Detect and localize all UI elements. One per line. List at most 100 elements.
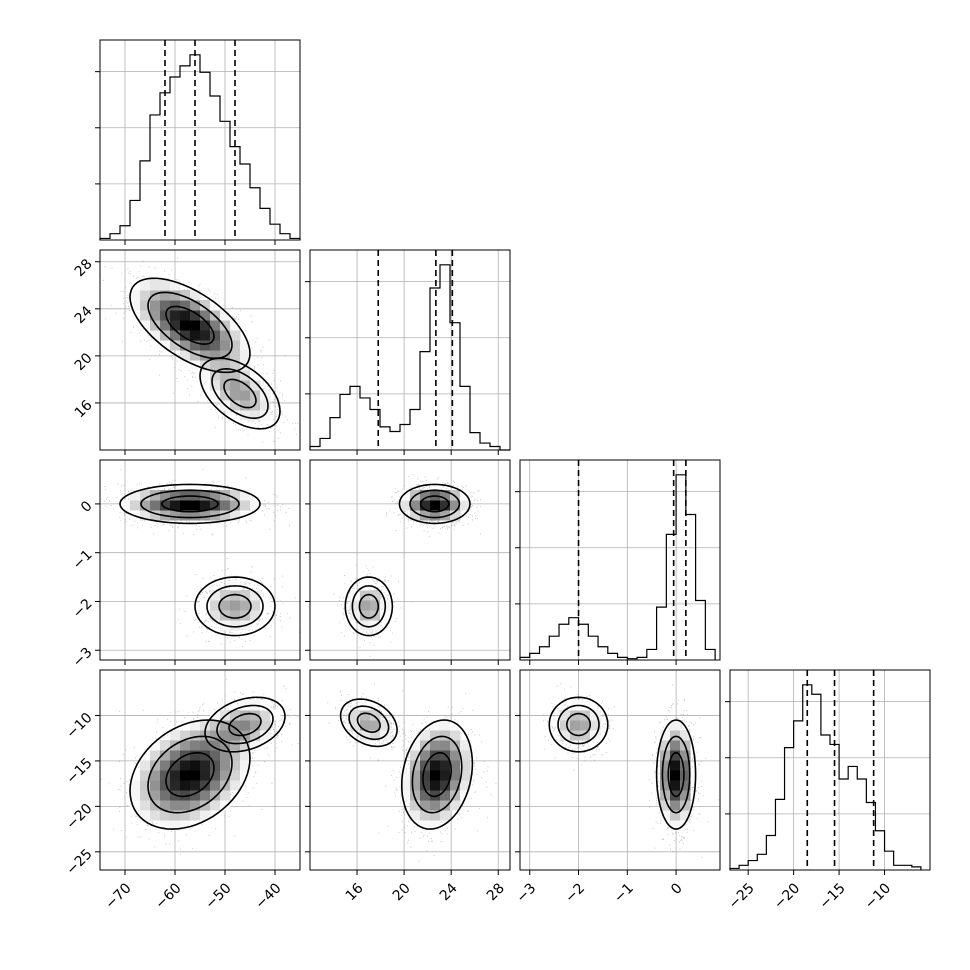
contour-line bbox=[351, 585, 387, 628]
joint-panel-2-3 bbox=[515, 669, 721, 875]
density-cell bbox=[220, 500, 231, 511]
histogram-step bbox=[99, 54, 301, 240]
density-cell bbox=[150, 280, 161, 291]
density-cell bbox=[180, 300, 191, 311]
density-cell bbox=[590, 720, 601, 731]
y-tick-label: 28 bbox=[72, 256, 96, 280]
density-cell bbox=[190, 800, 201, 811]
density-cell bbox=[210, 710, 221, 721]
density-cell bbox=[200, 310, 211, 321]
contour-line bbox=[339, 698, 398, 748]
density-cell bbox=[460, 500, 471, 511]
contour-line bbox=[400, 719, 474, 830]
density-cell bbox=[230, 490, 241, 501]
density-cell bbox=[680, 790, 691, 801]
density-cell bbox=[150, 790, 161, 801]
histogram-panel-1 bbox=[305, 249, 511, 455]
density-cell bbox=[170, 770, 181, 781]
density-cell bbox=[210, 370, 221, 381]
density-cell bbox=[420, 750, 431, 761]
density-cell bbox=[450, 720, 461, 731]
density-cell bbox=[440, 490, 451, 501]
density-cell bbox=[180, 310, 191, 321]
density-cell bbox=[180, 350, 191, 361]
density-cell bbox=[200, 490, 211, 501]
density-cell bbox=[230, 710, 241, 721]
density-cell bbox=[180, 510, 191, 521]
density-cell bbox=[240, 490, 251, 501]
density-cell bbox=[220, 760, 231, 771]
density-cell bbox=[190, 310, 201, 321]
contour-line bbox=[344, 576, 394, 637]
density-cell bbox=[560, 730, 571, 741]
density-cell bbox=[160, 490, 171, 501]
density-cell bbox=[140, 790, 151, 801]
density-cell bbox=[350, 720, 361, 731]
density-cell bbox=[170, 340, 181, 351]
joint-inner bbox=[310, 670, 510, 870]
density-cell bbox=[360, 710, 371, 721]
density-cell bbox=[190, 760, 201, 771]
density-cell bbox=[450, 760, 461, 771]
density-cell bbox=[190, 340, 201, 351]
density-cell bbox=[160, 760, 171, 771]
density-cell bbox=[580, 730, 591, 741]
density-cell bbox=[150, 310, 161, 321]
density-cell bbox=[230, 340, 241, 351]
contour-line bbox=[165, 305, 215, 345]
x-tick-label: −60 bbox=[152, 880, 184, 912]
density-cell bbox=[410, 810, 421, 821]
density-cell bbox=[430, 490, 441, 501]
density-cell bbox=[210, 770, 221, 781]
density-cell bbox=[260, 410, 271, 421]
density-cell bbox=[410, 510, 421, 521]
density-cell bbox=[160, 300, 171, 311]
density-cell bbox=[660, 750, 671, 761]
density-cell bbox=[440, 780, 451, 791]
x-tick-label: −2 bbox=[562, 880, 588, 906]
density-cell bbox=[160, 310, 171, 321]
density-cell bbox=[450, 740, 461, 751]
panel-frame bbox=[729, 669, 931, 871]
density-cell bbox=[670, 780, 681, 791]
joint-panel-1-2 bbox=[305, 459, 511, 665]
density-cell bbox=[680, 770, 691, 781]
density-cell bbox=[460, 760, 471, 771]
density-cell bbox=[670, 760, 681, 771]
density-cell bbox=[150, 780, 161, 791]
density-cell bbox=[260, 720, 271, 731]
density-cell bbox=[430, 790, 441, 801]
density-cell bbox=[200, 300, 211, 311]
y-tick-label: −15 bbox=[63, 755, 95, 787]
density-cell bbox=[360, 730, 371, 741]
panel-frame bbox=[99, 39, 301, 241]
density-cell bbox=[200, 510, 211, 521]
density-cell bbox=[180, 330, 191, 341]
x-tick-label: 28 bbox=[484, 880, 508, 904]
density-cell bbox=[260, 700, 271, 711]
contour-line bbox=[147, 291, 233, 359]
density-cell bbox=[130, 800, 141, 811]
contour-line bbox=[667, 751, 685, 798]
density-cell bbox=[170, 300, 181, 311]
contour-line bbox=[216, 704, 274, 745]
density-cell bbox=[140, 760, 151, 771]
density-cell bbox=[440, 810, 451, 821]
density-cell bbox=[560, 720, 571, 731]
x-tick-label: −50 bbox=[202, 880, 234, 912]
density-cell bbox=[250, 730, 261, 741]
density-cell bbox=[140, 500, 151, 511]
density-cell bbox=[450, 730, 461, 741]
density-cell bbox=[420, 500, 431, 511]
density-cell bbox=[410, 780, 421, 791]
density-cell bbox=[180, 770, 191, 781]
contour-line bbox=[661, 735, 691, 814]
density-cell bbox=[170, 750, 181, 761]
density-cell bbox=[380, 610, 391, 621]
density-cell bbox=[150, 760, 161, 771]
contour-line bbox=[165, 751, 215, 798]
density-cell bbox=[440, 720, 451, 731]
density-cell bbox=[180, 760, 191, 771]
density-cell bbox=[180, 340, 191, 351]
density-cell bbox=[370, 590, 381, 601]
